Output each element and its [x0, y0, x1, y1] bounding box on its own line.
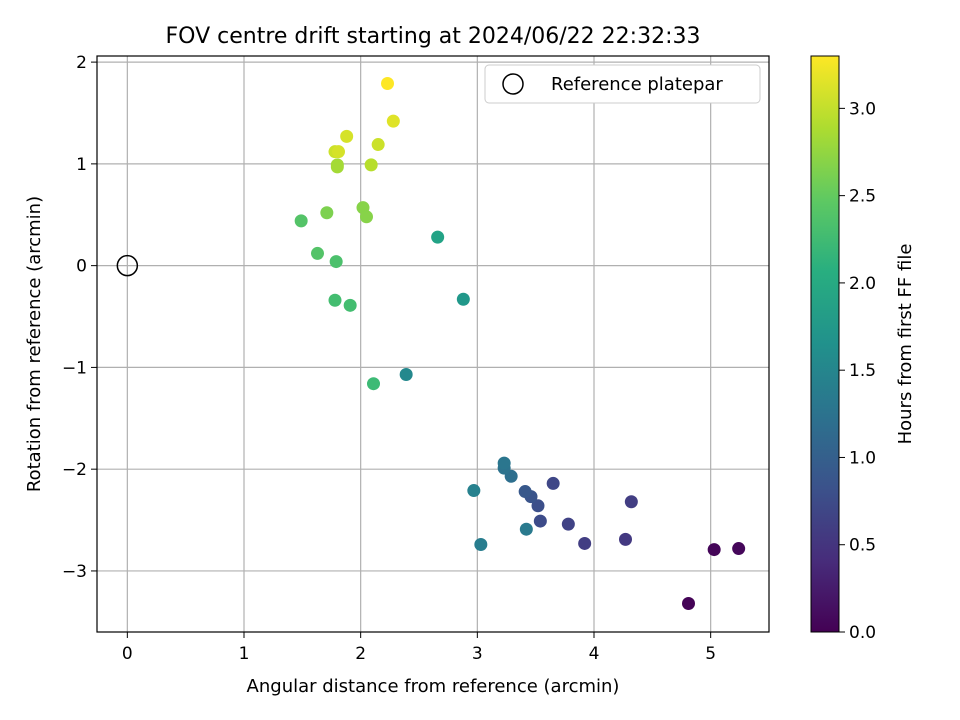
x-axis-ticks: 0 1 2 3 4 5: [122, 632, 716, 664]
scatter-point: [364, 158, 378, 172]
colorbar-tick-label: 0.0: [849, 623, 876, 643]
colorbar-label: Hours from first FF file: [895, 244, 916, 445]
scatter-point: [619, 532, 632, 546]
scatter-point: [474, 537, 488, 551]
chart-title: FOV centre drift starting at 2024/06/22 …: [166, 24, 701, 49]
plot-area: 0 1 2 3 4 5 −3 −2 −1 0 1 2: [62, 53, 770, 664]
scatter-point: [367, 377, 380, 391]
legend-marker-open-circle: [502, 73, 524, 95]
scatter-point: [531, 499, 545, 513]
y-tick-label: −3: [62, 562, 87, 582]
scatter-point: [294, 214, 308, 228]
grid-lines: [97, 56, 769, 632]
x-tick-label: 0: [122, 644, 133, 664]
y-tick-label: −2: [62, 460, 87, 480]
scatter-point: [330, 158, 344, 172]
colorbar: 0.0 0.5 1.0 1.5 2.0 2.5 3.0 Hours from first F…: [810, 55, 916, 643]
legend-box: [484, 64, 761, 104]
x-tick-label: 5: [705, 644, 716, 664]
scatter-point: [381, 76, 394, 90]
scatter-point: [340, 129, 354, 143]
x-tick-label: 2: [355, 644, 366, 664]
scatter-point: [707, 543, 721, 557]
reference-platepar-point: [116, 254, 139, 277]
scatter-point: [431, 230, 445, 244]
scatter-point: [311, 246, 324, 260]
y-tick-label: 0: [76, 257, 87, 277]
colorbar-gradient: [810, 55, 840, 633]
scatter-point: [343, 298, 357, 312]
scatter-point: [533, 514, 547, 528]
scatter-point: [682, 597, 695, 611]
scatter-point: [360, 210, 373, 224]
legend: Reference platepar: [484, 64, 761, 104]
scatter-point: [546, 476, 560, 490]
colorbar-tick-label: 2.0: [849, 274, 876, 294]
colorbar-tick-label: 1.5: [849, 361, 876, 381]
x-tick-label: 4: [589, 644, 600, 664]
plot-background: [97, 56, 769, 632]
y-tick-label: 1: [76, 155, 87, 175]
reference-marker: [116, 254, 139, 277]
y-tick-label: 2: [76, 53, 87, 73]
x-tick-label: 3: [472, 644, 483, 664]
scatter-point: [497, 456, 511, 470]
scatter-point: [386, 114, 400, 128]
scatter-point: [371, 138, 385, 152]
scatter-point: [732, 542, 746, 556]
colorbar-tick-label: 1.0: [849, 448, 876, 468]
scatter-points: [294, 76, 746, 611]
scatter-point: [332, 145, 345, 159]
y-tick-label: −1: [62, 358, 87, 378]
scatter-point: [399, 368, 413, 382]
x-axis-label: Angular distance from reference (arcmin): [247, 676, 620, 697]
plot-frame: [96, 55, 770, 633]
colorbar-tick-label: 0.5: [849, 536, 876, 556]
colorbar-ticks: 0.0 0.5 1.0 1.5 2.0 2.5 3.0: [839, 99, 876, 643]
scatter-point: [624, 495, 638, 509]
scatter-point: [320, 206, 334, 220]
scatter-point: [456, 292, 470, 306]
scatter-point: [329, 255, 343, 269]
scatter-point: [578, 536, 592, 550]
x-tick-label: 1: [239, 644, 250, 664]
legend-label: Reference platepar: [551, 74, 723, 95]
y-axis-label: Rotation from reference (arcmin): [24, 196, 45, 492]
scatter-point: [467, 484, 481, 498]
y-axis-ticks: −3 −2 −1 0 1 2: [62, 53, 97, 582]
scatter-point: [518, 485, 532, 499]
colorbar-tick-label: 3.0: [849, 99, 876, 119]
scatter-point: [561, 517, 575, 531]
colorbar-tick-label: 2.5: [849, 187, 876, 207]
scatter-point: [328, 293, 342, 307]
scatter-point: [519, 522, 533, 536]
